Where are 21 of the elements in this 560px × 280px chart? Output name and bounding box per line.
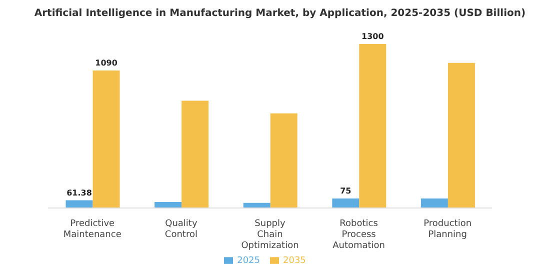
x-tick-label: Predictive Maintenance [63, 219, 122, 240]
bar [66, 200, 93, 208]
legend-label: 2035 [283, 256, 306, 266]
bar [182, 100, 209, 208]
x-tick-label: Robotics Process Automation [332, 219, 386, 251]
bar [92, 70, 120, 208]
bar [448, 62, 475, 208]
legend-label: 2025 [237, 256, 260, 266]
chart-title: Artificial Intelligence in Manufacturing Market, by Application, 2025-2035 (USD Billion) [33, 8, 527, 21]
data-label: 75 [340, 186, 352, 196]
x-tick-label: Production Planning [424, 219, 472, 240]
bar [154, 202, 182, 208]
data-label: 1090 [95, 58, 118, 68]
bar [332, 198, 360, 208]
bar [420, 198, 448, 208]
bar [270, 113, 298, 208]
x-tick-label: Supply Chain Optimization [241, 219, 299, 251]
bar [359, 44, 386, 208]
data-label: 1300 [362, 32, 384, 41]
data-label: 61.38 [66, 188, 92, 198]
x-tick-label: Quality Control [164, 219, 198, 240]
